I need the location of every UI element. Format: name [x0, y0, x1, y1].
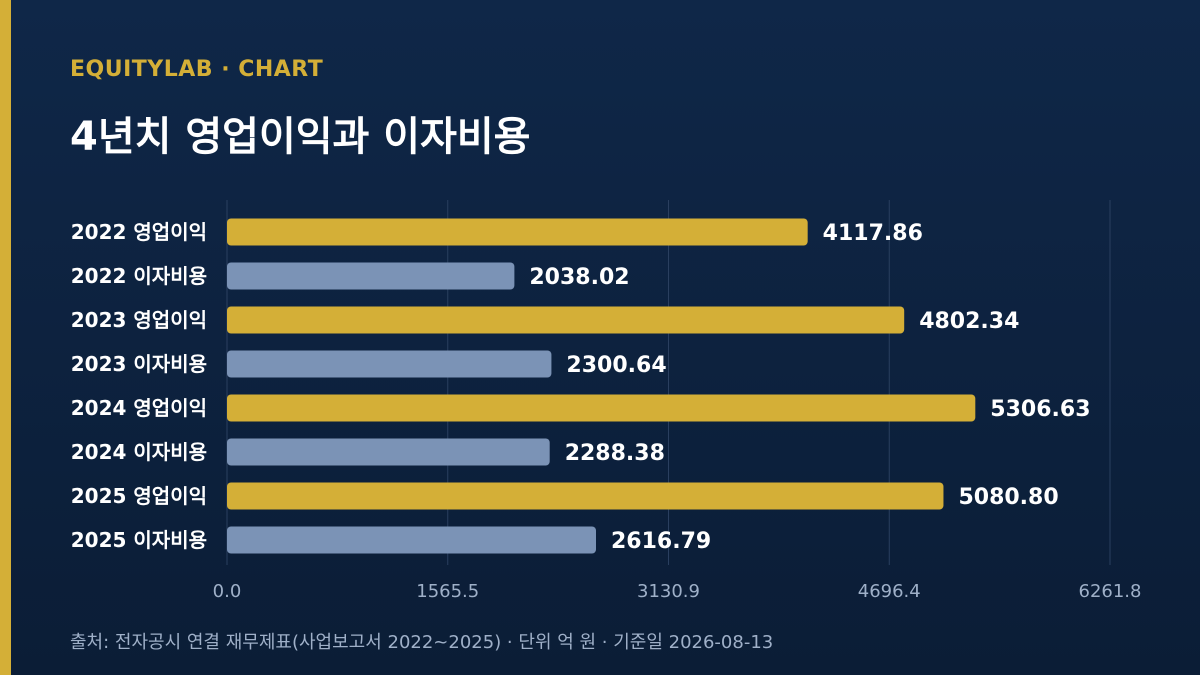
x-tick-label: 4696.4 — [858, 581, 921, 602]
category-label: 2024 영업이익 — [71, 396, 207, 420]
bar — [227, 262, 515, 290]
value-label: 2300.64 — [566, 353, 666, 378]
value-label: 2038.02 — [529, 265, 629, 290]
source-footnote: 출처: 전자공시 연결 재무제표(사업보고서 2022~2025) · 단위 억… — [70, 632, 774, 653]
value-label: 5306.63 — [990, 397, 1090, 422]
bar — [227, 482, 944, 510]
bar — [227, 394, 976, 422]
value-label: 4802.34 — [919, 309, 1019, 334]
x-tick-label: 0.0 — [213, 581, 242, 602]
category-label: 2025 영업이익 — [71, 484, 207, 508]
bar — [227, 526, 597, 554]
category-label: 2022 영업이익 — [71, 220, 207, 244]
category-label: 2023 영업이익 — [71, 308, 207, 332]
value-label: 2616.79 — [611, 529, 711, 554]
value-label: 2288.38 — [565, 441, 665, 466]
brand-label: EQUITYLAB · CHART — [70, 57, 324, 82]
category-label: 2025 이자비용 — [71, 528, 207, 552]
category-label: 2022 이자비용 — [71, 264, 207, 288]
chart-title: 4년치 영업이익과 이자비용 — [70, 114, 531, 160]
category-label: 2024 이자비용 — [71, 440, 207, 464]
bar — [227, 350, 552, 378]
x-tick-label: 6261.8 — [1079, 581, 1142, 602]
bar — [227, 218, 808, 246]
x-tick-label: 3130.9 — [637, 581, 700, 602]
accent-bar — [0, 0, 11, 675]
bar — [227, 306, 905, 334]
category-label: 2023 이자비용 — [71, 352, 207, 376]
bar — [227, 438, 550, 466]
value-label: 5080.80 — [958, 485, 1058, 510]
value-label: 4117.86 — [823, 221, 923, 246]
x-tick-label: 1565.5 — [416, 581, 479, 602]
